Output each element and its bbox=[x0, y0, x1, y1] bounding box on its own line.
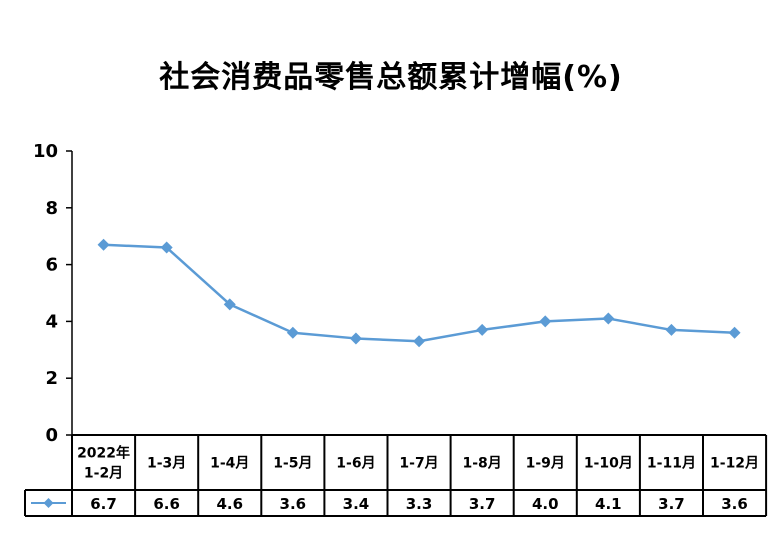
category-label: 1-6月 bbox=[336, 456, 375, 472]
data-point-marker bbox=[728, 326, 741, 339]
category-label: 1-5月 bbox=[273, 456, 312, 472]
data-table-value: 4.1 bbox=[595, 495, 622, 513]
data-table-value: 6.6 bbox=[153, 495, 180, 513]
data-point-marker bbox=[160, 241, 173, 254]
data-table-value: 4.0 bbox=[532, 495, 559, 513]
category-label: 1-7月 bbox=[399, 456, 438, 472]
y-tick-label: 8 bbox=[45, 198, 58, 219]
chart-title: 社会消费品零售总额累计增幅(%) bbox=[159, 60, 623, 95]
y-tick-label: 10 bbox=[33, 141, 58, 162]
data-point-marker bbox=[413, 335, 426, 348]
data-point-marker bbox=[286, 326, 299, 339]
data-point-marker bbox=[602, 312, 615, 325]
data-point-marker bbox=[223, 298, 236, 311]
y-tick-label: 2 bbox=[45, 368, 58, 389]
y-tick-label: 0 bbox=[45, 425, 58, 446]
data-table-value: 3.7 bbox=[658, 495, 685, 513]
data-table-value: 3.4 bbox=[343, 495, 370, 513]
category-label: 1-12月 bbox=[710, 456, 759, 472]
series-line bbox=[103, 243, 735, 343]
y-tick-label: 6 bbox=[45, 255, 58, 276]
data-table-value: 3.7 bbox=[469, 495, 496, 513]
category-label: 2022年 bbox=[77, 445, 130, 462]
category-label: 1-8月 bbox=[463, 456, 502, 472]
y-tick-label: 4 bbox=[45, 311, 58, 332]
data-point-marker bbox=[476, 323, 489, 336]
data-table-value: 6.7 bbox=[90, 495, 117, 513]
legend-marker bbox=[43, 498, 54, 508]
category-label: 1-2月 bbox=[84, 466, 123, 482]
data-point-marker bbox=[539, 315, 552, 328]
category-label: 1-3月 bbox=[147, 456, 186, 472]
data-point-marker bbox=[97, 238, 110, 251]
category-label: 1-4月 bbox=[210, 456, 249, 472]
data-table-value: 3.3 bbox=[406, 495, 433, 513]
data-point-marker bbox=[665, 323, 678, 336]
data-table-value: 3.6 bbox=[721, 495, 748, 513]
category-label: 1-10月 bbox=[584, 456, 633, 472]
data-table-value: 4.6 bbox=[216, 495, 243, 513]
data-point-marker bbox=[349, 332, 362, 345]
data-table-value: 3.6 bbox=[280, 495, 307, 513]
category-label: 1-9月 bbox=[526, 456, 565, 472]
category-label: 1-11月 bbox=[647, 456, 696, 472]
